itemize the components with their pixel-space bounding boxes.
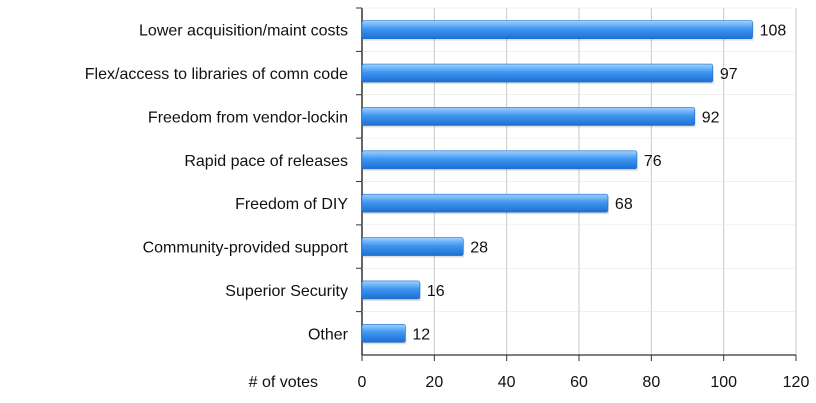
x-tick-label: 40	[498, 374, 516, 391]
category-label: Superior Security	[225, 283, 348, 300]
data-label: 76	[644, 153, 662, 170]
bar	[361, 20, 753, 39]
category-label: Lower acquisition/maint costs	[139, 23, 348, 40]
category-label: Rapid pace of releases	[184, 153, 348, 170]
data-label: 108	[760, 23, 787, 40]
bar	[361, 324, 406, 343]
data-label: 68	[615, 196, 633, 213]
x-tick-label: 80	[642, 374, 660, 391]
data-label: 28	[470, 240, 488, 257]
category-label: Other	[308, 326, 349, 343]
x-tick-label: 60	[570, 374, 588, 391]
category-label: Flex/access to libraries of comn code	[85, 66, 348, 83]
category-label: Freedom of DIY	[235, 196, 348, 213]
x-axis-title: # of votes	[249, 374, 318, 391]
bar	[361, 150, 638, 170]
labels-layer: Lower acquisition/maint costs 108 Flex/acc…	[85, 23, 787, 344]
bar	[361, 63, 714, 83]
x-tick-label: 100	[710, 374, 737, 391]
bar	[361, 107, 696, 126]
x-tick-label: 120	[783, 374, 810, 391]
bar	[361, 193, 609, 213]
category-label: Community-provided support	[143, 240, 349, 257]
bars-layer	[361, 20, 754, 345]
category-label: Freedom from vendor-lockin	[148, 109, 348, 126]
data-label: 92	[702, 109, 720, 126]
data-label: 12	[412, 326, 430, 343]
grid-layer	[361, 7, 797, 356]
x-tick-label: 20	[425, 374, 443, 391]
bar	[361, 237, 464, 256]
data-label: 16	[427, 283, 445, 300]
bar	[361, 280, 421, 300]
data-label: 97	[720, 66, 738, 83]
x-tick-label: 0	[358, 374, 367, 391]
axis-layer: 0 20 40 60 80 100 120 # of votes	[249, 7, 810, 391]
